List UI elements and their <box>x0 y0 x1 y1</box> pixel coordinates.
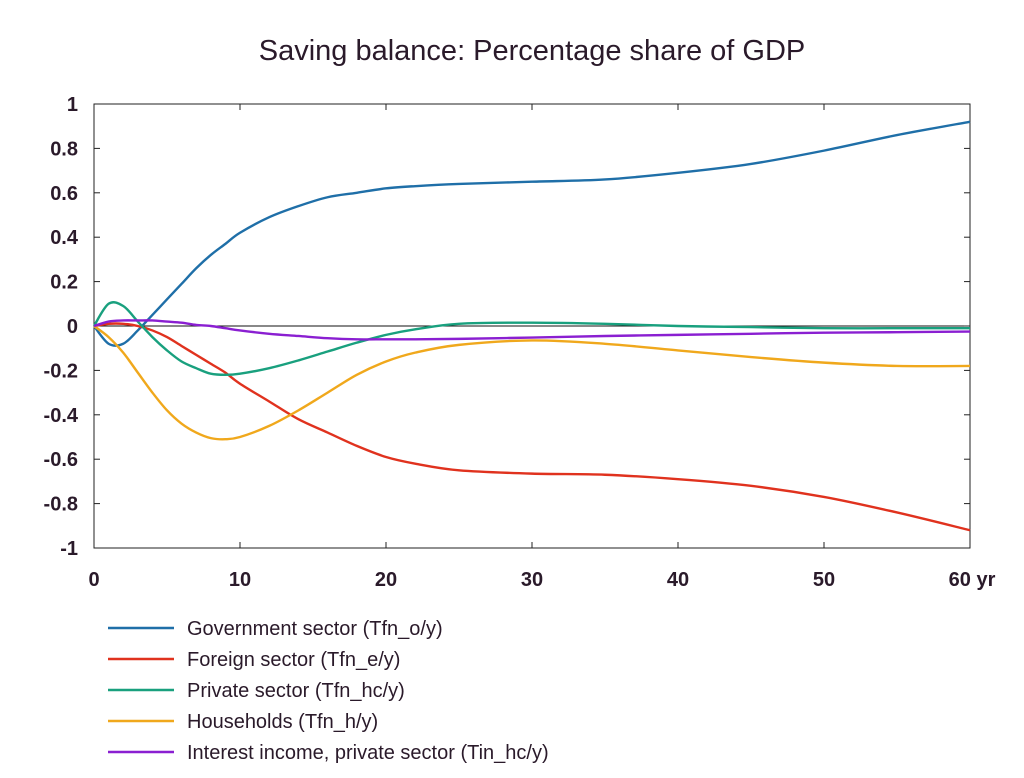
x-tick-label: 30 <box>521 569 543 591</box>
chart-title: Saving balance: Percentage share of GDP <box>259 35 806 67</box>
x-tick-label: 60 yr <box>949 569 996 591</box>
y-tick-label: 0.6 <box>50 183 78 205</box>
x-tick-label: 0 <box>88 569 99 591</box>
y-tick-label: 0.8 <box>50 138 78 160</box>
legend-label: Interest income, private sector (Tin_hc/… <box>187 742 549 764</box>
legend-label: Private sector (Tfn_hc/y) <box>187 680 405 702</box>
x-tick-label: 40 <box>667 569 689 591</box>
y-tick-label: -1 <box>60 538 78 560</box>
legend-label: Foreign sector (Tfn_e/y) <box>187 649 400 671</box>
y-tick-label: 0 <box>67 316 78 338</box>
households-line <box>93 325 971 441</box>
legend-label: Households (Tfn_h/y) <box>187 711 378 733</box>
private-sector-line <box>92 301 970 377</box>
x-tick-label: 50 <box>813 569 835 591</box>
legend: Government sector (Tfn_o/y) Foreign secto… <box>108 618 549 764</box>
interest-income-line <box>93 319 971 341</box>
y-tick-label: -0.8 <box>44 494 78 516</box>
foreign-sector-line <box>93 322 971 532</box>
legend-label: Government sector (Tfn_o/y) <box>187 618 443 640</box>
government-sector-line <box>93 120 971 347</box>
y-tick-label: -0.6 <box>44 449 78 471</box>
y-tick-label: -0.4 <box>44 405 79 427</box>
y-tick-label: 1 <box>67 94 78 116</box>
axis-ticks: 1 0.8 0.6 0.4 0.2 0 -0.2 -0.4 -0.6 -0.8 -1 0 10 20 30 4… <box>44 94 996 591</box>
x-tick-label: 20 <box>375 569 397 591</box>
x-tick-label: 10 <box>229 569 251 591</box>
y-tick-label: 0.4 <box>50 227 79 249</box>
y-tick-label: 0.2 <box>50 272 78 294</box>
y-tick-label: -0.2 <box>44 360 78 382</box>
series-lines <box>92 120 971 532</box>
